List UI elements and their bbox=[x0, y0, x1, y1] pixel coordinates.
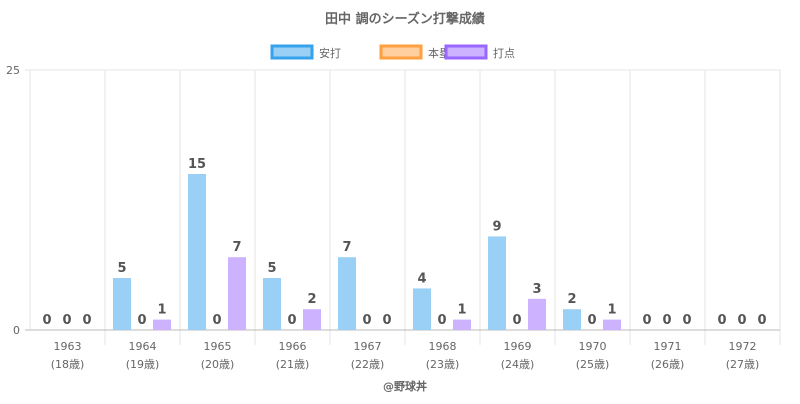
data-label: 1 bbox=[457, 303, 466, 318]
data-label: 0 bbox=[512, 313, 521, 328]
data-label: 5 bbox=[267, 261, 276, 276]
x-tick-label: 1969 bbox=[504, 340, 532, 353]
x-tick-label: 1970 bbox=[579, 340, 607, 353]
x-tick-sublabel: (23歳) bbox=[426, 358, 460, 371]
bar-安打 bbox=[188, 174, 206, 330]
data-label: 0 bbox=[662, 313, 671, 328]
data-label: 0 bbox=[82, 313, 91, 328]
x-tick-sublabel: (25歳) bbox=[576, 358, 610, 371]
bar-安打 bbox=[263, 278, 281, 330]
legend-swatch-2[interactable] bbox=[444, 44, 488, 60]
data-label: 0 bbox=[212, 313, 221, 328]
x-tick-sublabel: (26歳) bbox=[651, 358, 685, 371]
data-label: 0 bbox=[382, 313, 391, 328]
bar-打点 bbox=[303, 309, 321, 330]
bar-打点 bbox=[603, 319, 621, 330]
data-label: 0 bbox=[587, 313, 596, 328]
bar-打点 bbox=[528, 298, 546, 330]
data-label: 0 bbox=[437, 313, 446, 328]
bar-打点 bbox=[153, 319, 171, 330]
data-label: 0 bbox=[287, 313, 296, 328]
legend-label-2[interactable]: 打点 bbox=[493, 46, 515, 60]
x-tick-sublabel: (27歳) bbox=[726, 358, 760, 371]
legend-swatch-1[interactable] bbox=[379, 44, 423, 60]
x-tick-sublabel: (19歳) bbox=[126, 358, 160, 371]
x-tick-label: 1965 bbox=[204, 340, 232, 353]
data-label: 15 bbox=[188, 157, 206, 172]
x-tick-label: 1963 bbox=[54, 340, 82, 353]
legend-swatch-0[interactable] bbox=[270, 44, 314, 60]
data-label: 0 bbox=[642, 313, 651, 328]
x-tick-label: 1971 bbox=[654, 340, 682, 353]
x-tick-sublabel: (21歳) bbox=[276, 358, 310, 371]
data-label: 2 bbox=[567, 292, 576, 307]
x-tick-label: 1972 bbox=[729, 340, 757, 353]
x-tick-sublabel: (20歳) bbox=[201, 358, 235, 371]
data-label: 9 bbox=[492, 219, 501, 234]
bar-安打 bbox=[488, 236, 506, 330]
x-tick-label: 1968 bbox=[429, 340, 457, 353]
data-label: 0 bbox=[757, 313, 766, 328]
data-label: 3 bbox=[532, 282, 541, 297]
data-label: 4 bbox=[417, 271, 426, 286]
data-label: 0 bbox=[737, 313, 746, 328]
chart-title: 田中 調のシーズン打撃成績 bbox=[325, 11, 485, 27]
bar-安打 bbox=[563, 309, 581, 330]
data-label: 0 bbox=[42, 313, 51, 328]
data-label: 7 bbox=[342, 240, 351, 255]
data-label: 5 bbox=[117, 261, 126, 276]
legend-label-0[interactable]: 安打 bbox=[319, 46, 341, 60]
data-label: 1 bbox=[607, 303, 616, 318]
x-tick-label: 1966 bbox=[279, 340, 307, 353]
data-label: 7 bbox=[232, 240, 241, 255]
bar-打点 bbox=[228, 257, 246, 330]
data-label: 0 bbox=[62, 313, 71, 328]
data-label: 0 bbox=[682, 313, 691, 328]
x-tick-sublabel: (18歳) bbox=[51, 358, 85, 371]
data-label: 0 bbox=[137, 313, 146, 328]
bar-打点 bbox=[453, 319, 471, 330]
legend: 安打本塁打打点 bbox=[270, 44, 515, 60]
data-label: 2 bbox=[307, 292, 316, 307]
x-tick-label: 1964 bbox=[129, 340, 157, 353]
credit: @野球丼 bbox=[383, 379, 427, 393]
x-tick-label: 1967 bbox=[354, 340, 382, 353]
y-tick-label: 25 bbox=[6, 64, 20, 77]
y-tick-label: 0 bbox=[13, 324, 20, 337]
bar-安打 bbox=[338, 257, 356, 330]
data-label: 0 bbox=[362, 313, 371, 328]
bar-安打 bbox=[413, 288, 431, 330]
data-label: 1 bbox=[157, 303, 166, 318]
data-label: 0 bbox=[717, 313, 726, 328]
bar-安打 bbox=[113, 278, 131, 330]
x-tick-sublabel: (22歳) bbox=[351, 358, 385, 371]
grid: 0251963(18歳)1964(19歳)1965(20歳)1966(21歳)1… bbox=[6, 64, 781, 371]
x-tick-sublabel: (24歳) bbox=[501, 358, 535, 371]
